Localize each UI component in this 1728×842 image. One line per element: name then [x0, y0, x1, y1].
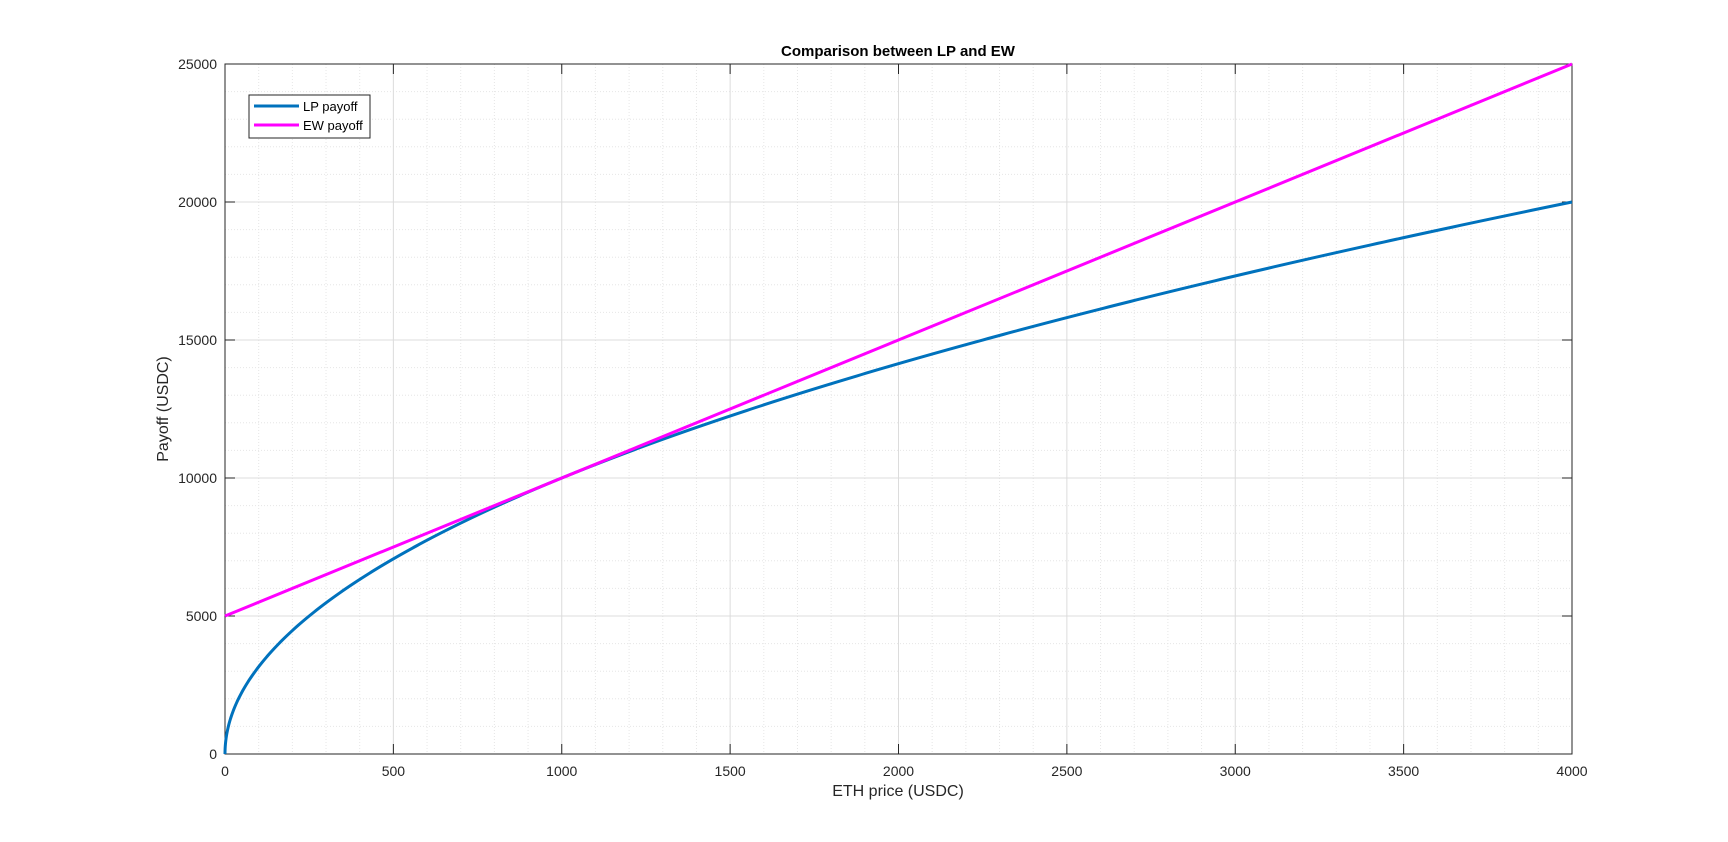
y-tick-label: 25000 [178, 56, 217, 72]
legend: LP payoff EW payoff [248, 94, 371, 139]
x-axis-label: ETH price (USDC) [832, 783, 964, 800]
ticks: 0 500 1000 1500 2000 2500 3000 3500 4000 0 5000 100… [178, 56, 1588, 779]
x-tick-label: 4000 [1556, 763, 1587, 779]
y-tick-label: 20000 [178, 194, 217, 210]
y-axis-label: Payoff (USDC) [155, 356, 172, 462]
series [223, 62, 1573, 755]
x-tick-label: 3000 [1220, 763, 1251, 779]
y-tick-label: 5000 [186, 608, 217, 624]
y-tick-label: 0 [209, 746, 217, 762]
legend-label-lp: LP payoff [303, 99, 358, 114]
grid [224, 63, 1573, 755]
chart-title: Comparison between LP and EW [781, 43, 1016, 60]
x-tick-label: 2000 [883, 763, 914, 779]
x-tick-label: 500 [382, 763, 406, 779]
x-tick-label: 2500 [1051, 763, 1082, 779]
legend-label-ew: EW payoff [303, 118, 363, 133]
x-tick-label: 0 [221, 763, 229, 779]
y-tick-label: 10000 [178, 470, 217, 486]
x-tick-label: 3500 [1388, 763, 1419, 779]
y-tick-label: 15000 [178, 332, 217, 348]
x-tick-label: 1000 [546, 763, 577, 779]
legend-box [248, 94, 371, 139]
x-tick-label: 1500 [715, 763, 746, 779]
series-line-ew-payoff [224, 62, 1573, 618]
